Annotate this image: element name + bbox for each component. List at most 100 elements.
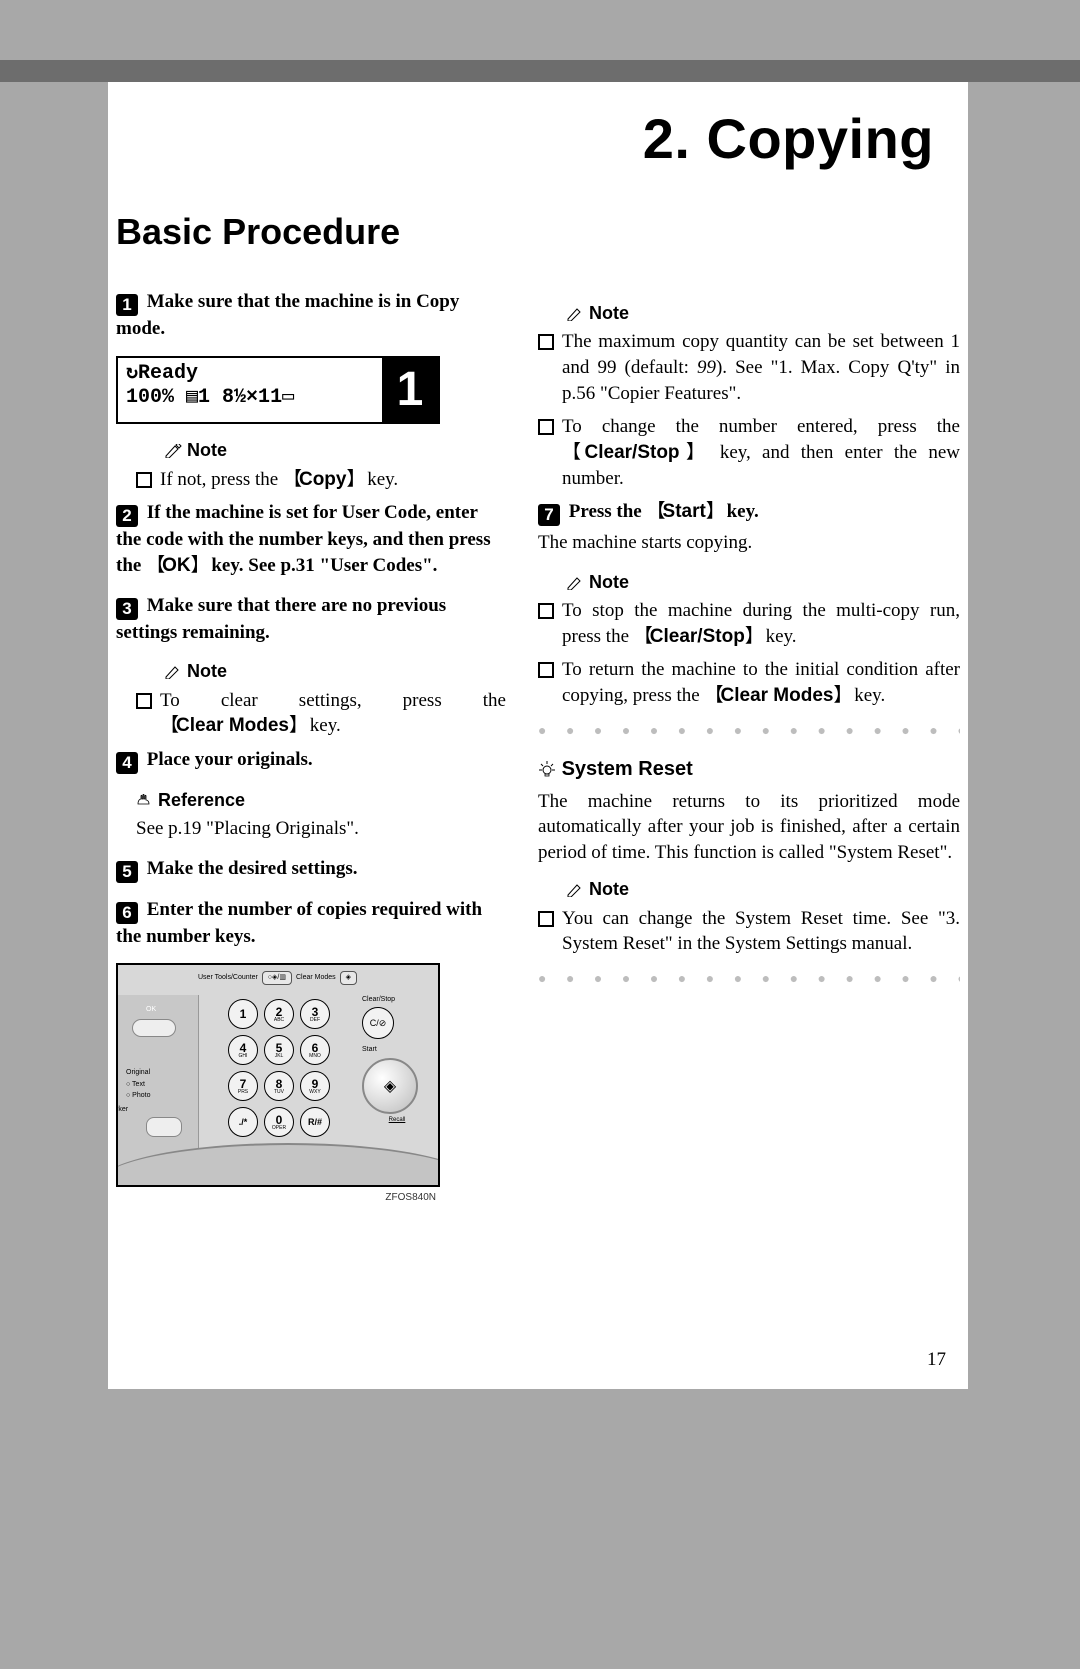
step-5-text: Make the desired settings. <box>147 858 358 879</box>
note-heading: Note <box>538 877 960 901</box>
bullet-item: To clear settings, press the Clear Modes… <box>136 688 506 739</box>
clear-modes-button: ◈ <box>340 971 357 984</box>
keypad-6: 6MNO <box>300 1035 330 1065</box>
note-text: The maximum copy quantity can be set bet… <box>562 329 960 406</box>
reference-body: See p.19 "Placing Originals". <box>136 816 506 842</box>
lcd-display: ↻Ready 100% ▤1 8½×11▭ 1 <box>116 356 440 425</box>
bullet-item: The maximum copy quantity can be set bet… <box>538 329 960 406</box>
keypad-8: 8TUV <box>264 1071 294 1101</box>
copy-key: Copy <box>283 469 363 490</box>
note-text: To change the number entered, press the … <box>562 414 960 491</box>
bullet-icon <box>136 693 152 709</box>
step-4: 4 Place your originals. <box>116 747 506 774</box>
keypad-hash: R/# <box>300 1107 330 1137</box>
step-6-text: Enter the number of copies required with… <box>116 899 482 947</box>
step-7-text: Press the Start key. <box>569 501 759 522</box>
system-reset-body: The machine returns to its prioritized m… <box>538 789 960 866</box>
clear-stop-key: Clear/Stop <box>634 626 761 647</box>
hand-icon <box>136 794 154 808</box>
clear-modes-label: Clear Modes <box>296 973 336 982</box>
bullet-icon <box>136 472 152 488</box>
lcd-left: ↻Ready 100% ▤1 8½×11▭ <box>118 358 382 423</box>
pencil-icon <box>567 883 585 897</box>
keypad-star: ./* <box>228 1107 258 1137</box>
note-heading: Note <box>136 659 506 683</box>
keypad-3: 3DEF <box>300 999 330 1029</box>
bullet-icon <box>538 334 554 350</box>
bullet-icon <box>538 662 554 678</box>
step-6: 6 Enter the number of copies required wi… <box>116 897 506 950</box>
clear-modes-key: Clear Modes <box>704 685 849 706</box>
section-title: Basic Procedure <box>116 211 968 253</box>
pencil-icon <box>165 665 183 679</box>
reference-heading: Reference <box>136 788 506 812</box>
step-4-text: Place your originals. <box>147 749 313 770</box>
note-heading: Note <box>136 438 506 462</box>
bullet-icon <box>538 419 554 435</box>
step-3-text: Make sure that there are no previous set… <box>116 595 446 643</box>
step-2-text: If the machine is set for User Code, ent… <box>116 502 491 576</box>
ok-button <box>132 1019 176 1037</box>
left-column: 1 Make sure that the machine is in Copy … <box>116 289 506 1205</box>
lcd-big-number: 1 <box>382 358 438 423</box>
content-area: 2. Copying Basic Procedure 1 Make sure t… <box>108 82 968 1389</box>
keypad-0: 0OPER <box>264 1107 294 1137</box>
bullet-item: To stop the machine during the multi-cop… <box>538 598 960 649</box>
dots-separator: ● ● ● ● ● ● ● ● ● ● ● ● ● ● ● ● ● ● ● ● … <box>538 723 960 742</box>
step-1-text: Make sure that the machine is in Copy mo… <box>116 291 459 339</box>
number-keypad: 1 2ABC 3DEF 4GHI 5JKL 6MNO 7PRS 8TUV 9WX… <box>228 999 328 1135</box>
panel-left-block: OK Original ○ Text ○ Photo rker <box>118 995 199 1165</box>
step-num-1: 1 <box>116 294 138 316</box>
step-num-7: 7 <box>538 504 560 526</box>
lcd-line2: 100% ▤1 8½×11▭ <box>126 386 374 410</box>
bullet-item: If not, press the Copy key. <box>136 467 506 493</box>
ok-label: OK <box>146 1005 156 1014</box>
lightbulb-icon <box>538 760 556 778</box>
keypad-9: 9WXY <box>300 1071 330 1101</box>
note-text: To stop the machine during the multi-cop… <box>562 598 960 649</box>
panel-code: ZFOS840N <box>116 1191 436 1205</box>
step-1: 1 Make sure that the machine is in Copy … <box>116 289 506 342</box>
step-num-4: 4 <box>116 752 138 774</box>
small-button <box>146 1117 182 1137</box>
rker-label: rker <box>116 1105 128 1114</box>
step-num-5: 5 <box>116 861 138 883</box>
original-labels: Original ○ Text ○ Photo <box>126 1067 150 1101</box>
step-7-sub: The machine starts copying. <box>538 530 960 556</box>
chapter-title: 2. Copying <box>108 106 934 171</box>
keypad-4: 4GHI <box>228 1035 258 1065</box>
note-text: To clear settings, press the Clear Modes… <box>160 688 506 739</box>
step-5: 5 Make the desired settings. <box>116 856 506 883</box>
step-2: 2 If the machine is set for User Code, e… <box>116 500 506 578</box>
step-num-3: 3 <box>116 598 138 620</box>
clear-stop-key: Clear/Stop <box>562 442 709 463</box>
dots-separator: ● ● ● ● ● ● ● ● ● ● ● ● ● ● ● ● ● ● ● ● … <box>538 971 960 990</box>
pencil-icon <box>567 576 585 590</box>
start-button: ◈ <box>362 1058 418 1114</box>
step-num-6: 6 <box>116 902 138 924</box>
note-text: You can change the System Reset time. Se… <box>562 906 960 957</box>
user-tools-button: ○◈/▥ <box>262 971 292 984</box>
start-key: Start <box>647 501 722 522</box>
note-heading: Note <box>538 301 960 325</box>
panel-right-block: Clear/Stop C/⊘ Start ◈ Recall <box>362 995 432 1124</box>
user-tools-label: User Tools/Counter <box>198 973 258 982</box>
right-column: Note The maximum copy quantity can be se… <box>538 289 960 1205</box>
keypad-2: 2ABC <box>264 999 294 1029</box>
note-text: To return the machine to the initial con… <box>562 657 960 708</box>
start-label: Start <box>362 1045 432 1054</box>
page-number: 17 <box>927 1349 946 1371</box>
system-reset-title: System Reset <box>538 756 960 783</box>
panel-top-row: User Tools/Counter ○◈/▥ Clear Modes ◈ <box>198 971 357 984</box>
ok-key: OK <box>146 555 207 576</box>
bullet-icon <box>538 911 554 927</box>
page-container: 2. Copying Basic Procedure 1 Make sure t… <box>0 0 1080 1669</box>
keypad-5: 5JKL <box>264 1035 294 1065</box>
keypad-7: 7PRS <box>228 1071 258 1101</box>
step-7: 7 Press the Start key. The machine start… <box>538 499 960 556</box>
pencil-icon <box>567 307 585 321</box>
lcd-line1: ↻Ready <box>126 362 374 386</box>
clear-stop-label: Clear/Stop <box>362 995 432 1004</box>
step-num-2: 2 <box>116 505 138 527</box>
two-columns: 1 Make sure that the machine is in Copy … <box>116 289 960 1205</box>
